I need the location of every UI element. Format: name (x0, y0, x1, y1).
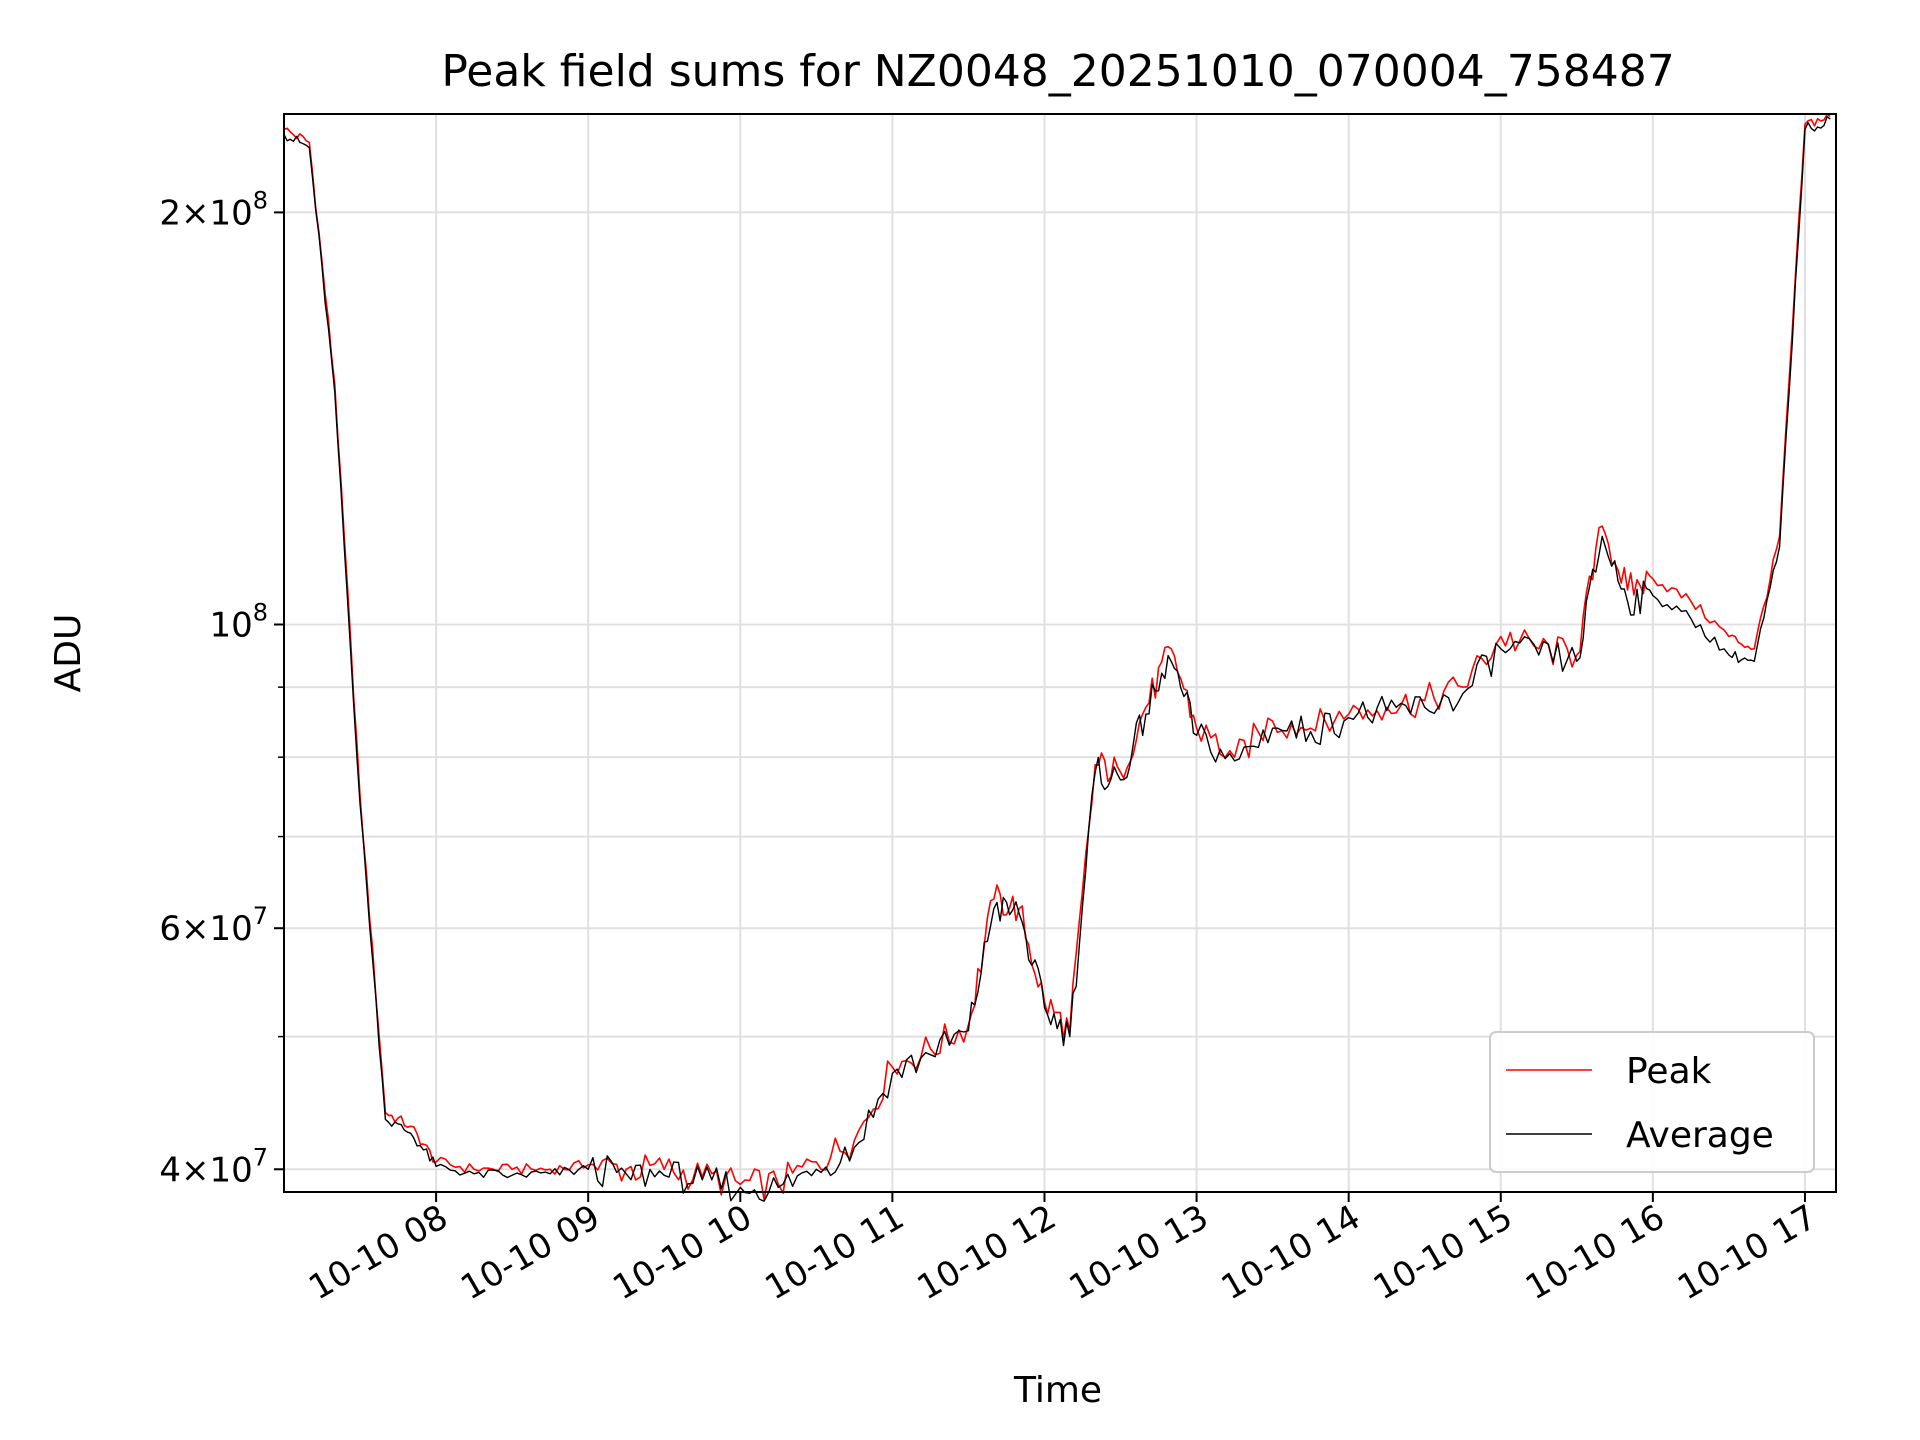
y-tick-label: 108 (209, 599, 268, 646)
legend-label-average: Average (1626, 1115, 1774, 1156)
legend-label-peak: Peak (1626, 1051, 1712, 1092)
series-line-average (283, 116, 1831, 1202)
x-axis-label: Time (1013, 1370, 1102, 1411)
legend: Peak Average (1489, 1031, 1815, 1173)
y-tick-label: 4×107 (159, 1143, 268, 1190)
chart-title: Peak field sums for NZ0048_20251010_0700… (441, 46, 1674, 97)
y-axis: 4×107 6×107 108 2×108 (159, 186, 284, 1190)
grid-lines (284, 114, 1836, 1192)
y-tick-label: 2×108 (159, 186, 268, 233)
plot-series (283, 113, 1831, 1202)
legend-box (1489, 1031, 1815, 1173)
y-tick-label: 6×107 (159, 902, 268, 949)
plot-frame (283, 113, 1837, 1193)
y-axis-label: ADU (48, 614, 89, 693)
